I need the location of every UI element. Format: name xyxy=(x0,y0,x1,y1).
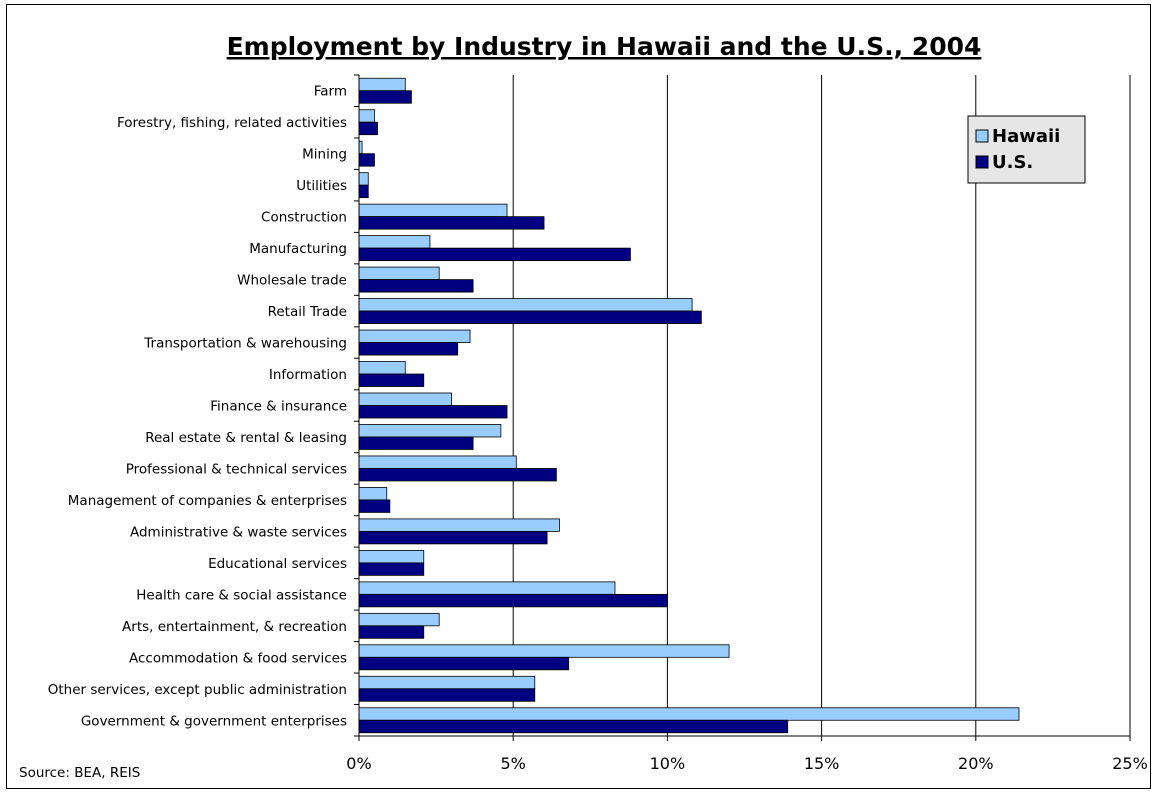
x-tick-label: 5% xyxy=(501,754,526,773)
category-label: Finance & insurance xyxy=(210,399,347,415)
category-label: Wholesale trade xyxy=(237,273,347,289)
bar-us xyxy=(358,625,425,639)
chart-frame: Employment by Industry in Hawaii and the… xyxy=(6,4,1151,789)
legend-swatch xyxy=(975,155,989,169)
bars xyxy=(358,77,1020,734)
bar-us xyxy=(358,247,631,262)
bar-us xyxy=(358,373,425,387)
category-label: Professional & technical services xyxy=(126,461,347,477)
bar-us xyxy=(358,499,391,513)
x-tick-labels: 0% 5% 10% 15% 20% 25% xyxy=(346,754,1147,773)
bar-us xyxy=(358,562,425,576)
x-tick-label: 20% xyxy=(958,754,994,773)
axes xyxy=(354,74,1131,741)
legend-swatch xyxy=(975,129,989,143)
bar-us xyxy=(358,342,459,356)
bar-hawaii xyxy=(358,487,388,501)
bar-hawaii xyxy=(358,392,452,406)
bar-hawaii xyxy=(358,109,375,123)
bar-hawaii xyxy=(358,549,425,564)
bar-hawaii xyxy=(358,424,502,438)
source-note: Source: BEA, REIS xyxy=(19,765,140,781)
legend-label: U.S. xyxy=(992,152,1033,173)
category-label: Mining xyxy=(302,147,347,163)
legend: Hawaii U.S. xyxy=(967,115,1086,184)
bar-hawaii xyxy=(358,518,560,532)
category-label: Accommodation & food services xyxy=(129,650,347,666)
bar-hawaii xyxy=(358,235,431,249)
bar-us xyxy=(358,531,548,545)
bar-hawaii xyxy=(358,266,440,280)
bar-hawaii xyxy=(358,329,471,343)
bar-us xyxy=(358,656,570,671)
bar-us xyxy=(358,279,474,293)
bar-hawaii xyxy=(358,455,517,469)
bar-us xyxy=(358,468,557,482)
category-labels: Farm Forestry, fishing, related activitie… xyxy=(48,84,347,730)
category-label: Forestry, fishing, related activities xyxy=(117,115,347,131)
bar-us xyxy=(358,688,536,702)
bar-us xyxy=(358,184,369,199)
bar-hawaii xyxy=(358,644,730,658)
x-tick-label: 15% xyxy=(804,754,840,773)
bar-us xyxy=(358,436,474,450)
bar-us xyxy=(358,593,668,608)
bar-us xyxy=(358,719,789,734)
category-label: Utilities xyxy=(296,178,347,194)
bar-hawaii xyxy=(358,707,1020,721)
legend-label: Hawaii xyxy=(992,126,1060,147)
category-label: Administrative & waste services xyxy=(130,524,347,540)
category-label: Construction xyxy=(261,210,347,226)
chart-svg: Employment by Industry in Hawaii and the… xyxy=(19,32,1148,781)
category-label: Government & government enterprises xyxy=(81,713,347,729)
category-label: Transportation & warehousing xyxy=(143,336,347,352)
category-label: Management of companies & enterprises xyxy=(68,493,347,509)
bar-us xyxy=(358,405,508,419)
bar-hawaii xyxy=(358,172,369,186)
category-label: Farm xyxy=(314,84,347,100)
category-label: Information xyxy=(269,367,347,383)
bar-us xyxy=(358,153,375,167)
legend-box xyxy=(967,115,1086,184)
category-label: Retail Trade xyxy=(268,304,347,320)
category-label: Health care & social assistance xyxy=(136,587,347,603)
bar-us xyxy=(358,216,545,230)
category-label: Real estate & rental & leasing xyxy=(145,430,347,446)
bar-hawaii xyxy=(358,77,406,92)
bar-us xyxy=(358,310,702,324)
bar-hawaii xyxy=(358,203,508,218)
bar-hawaii xyxy=(358,675,536,690)
x-tick-label: 10% xyxy=(650,754,686,773)
bar-hawaii xyxy=(358,361,406,375)
bar-us xyxy=(358,90,412,104)
x-tick-label: 0% xyxy=(346,754,371,773)
category-label: Manufacturing xyxy=(249,241,347,257)
chart-title: Employment by Industry in Hawaii and the… xyxy=(227,32,982,61)
bar-hawaii xyxy=(358,612,440,627)
category-label: Other services, except public administra… xyxy=(48,682,347,698)
bar-us xyxy=(358,121,378,136)
gridlines xyxy=(512,75,1131,736)
bar-hawaii xyxy=(358,581,616,595)
category-label: Arts, entertainment, & recreation xyxy=(122,619,347,635)
category-label: Educational services xyxy=(208,556,347,572)
bar-hawaii xyxy=(358,298,693,312)
x-tick-label: 25% xyxy=(1112,754,1148,773)
